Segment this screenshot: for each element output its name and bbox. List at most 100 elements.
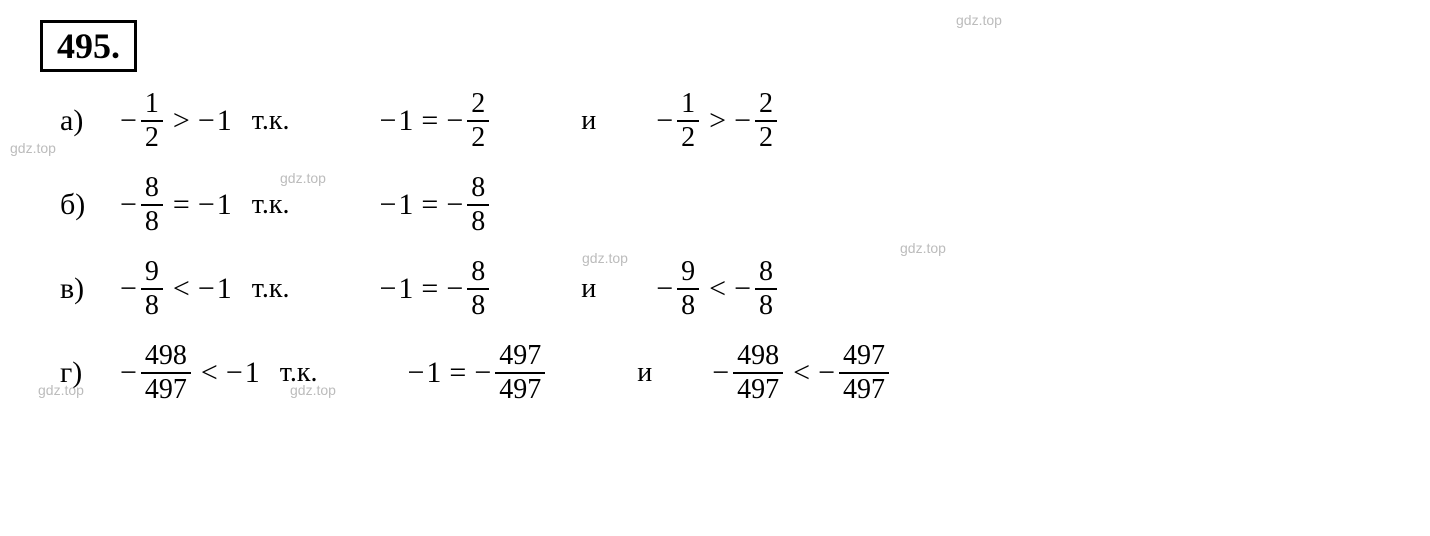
fraction: 498497 — [141, 342, 191, 404]
comparison-operator: = — [165, 188, 198, 222]
fraction-denominator: 497 — [495, 376, 545, 404]
left-expression: −98<−1 — [120, 258, 232, 320]
equals-sign: = — [413, 188, 446, 222]
minus-sign: − — [734, 104, 753, 138]
equation-row: в)−98<−1т.к.−1=−88и−98<−88 — [60, 258, 1390, 320]
fraction-numerator: 9 — [141, 258, 163, 286]
left-expression: −498497<−1 — [120, 342, 260, 404]
minus-sign: − — [120, 104, 139, 138]
fraction-denominator: 8 — [141, 208, 163, 236]
row-label: в) — [60, 272, 120, 306]
mid-expression: −1=−22 — [380, 90, 492, 152]
fraction-denominator: 2 — [755, 124, 777, 152]
minus-sign: − — [198, 188, 217, 222]
equals-sign: = — [413, 272, 446, 306]
fraction-numerator: 8 — [755, 258, 777, 286]
integer: 1 — [398, 272, 413, 306]
since-label: т.к. — [252, 105, 290, 137]
fraction-numerator: 8 — [467, 174, 489, 202]
fraction-denominator: 2 — [141, 124, 163, 152]
fraction: 498497 — [733, 342, 783, 404]
minus-sign: − — [120, 356, 139, 390]
fraction-numerator: 2 — [755, 90, 777, 118]
fraction: 497497 — [495, 342, 545, 404]
row-label: б) — [60, 188, 120, 222]
right-expression: −12>−22 — [656, 90, 779, 152]
fraction-numerator: 1 — [677, 90, 699, 118]
comparison-operator: > — [165, 104, 198, 138]
fraction-denominator: 497 — [733, 376, 783, 404]
and-label: и — [637, 357, 652, 389]
row-label: г) — [60, 356, 120, 390]
minus-sign: − — [120, 272, 139, 306]
fraction-numerator: 8 — [141, 174, 163, 202]
right-expression: −498497<−497497 — [712, 342, 891, 404]
minus-sign: − — [656, 272, 675, 306]
minus-sign: − — [226, 356, 245, 390]
right-expression: −98<−88 — [656, 258, 779, 320]
comparison-operator: < — [701, 272, 734, 306]
fraction: 497497 — [839, 342, 889, 404]
fraction-denominator: 8 — [141, 292, 163, 320]
fraction-numerator: 498 — [733, 342, 783, 370]
left-expression: −88=−1 — [120, 174, 232, 236]
and-label: и — [581, 273, 596, 305]
fraction: 12 — [141, 90, 163, 152]
fraction-numerator: 1 — [141, 90, 163, 118]
equals-sign: = — [441, 356, 474, 390]
minus-sign: − — [198, 272, 217, 306]
equals-sign: = — [413, 104, 446, 138]
fraction: 22 — [755, 90, 777, 152]
mid-expression: −1=−88 — [380, 258, 492, 320]
fraction: 88 — [755, 258, 777, 320]
fraction-denominator: 497 — [141, 376, 191, 404]
left-expression: −12>−1 — [120, 90, 232, 152]
comparison-operator: > — [701, 104, 734, 138]
fraction: 88 — [467, 174, 489, 236]
minus-sign: − — [198, 104, 217, 138]
minus-sign: − — [474, 356, 493, 390]
fraction-numerator: 8 — [467, 258, 489, 286]
since-label: т.к. — [280, 357, 318, 389]
fraction-denominator: 8 — [467, 292, 489, 320]
minus-sign: − — [446, 188, 465, 222]
comparison-operator: < — [165, 272, 198, 306]
integer: 1 — [426, 356, 441, 390]
fraction: 12 — [677, 90, 699, 152]
integer: 1 — [217, 272, 232, 306]
fraction-numerator: 497 — [839, 342, 889, 370]
since-label: т.к. — [252, 273, 290, 305]
fraction-denominator: 8 — [677, 292, 699, 320]
fraction-numerator: 2 — [467, 90, 489, 118]
equation-row: а)−12>−1т.к.−1=−22и−12>−22 — [60, 90, 1390, 152]
fraction-denominator: 497 — [839, 376, 889, 404]
integer: 1 — [217, 104, 232, 138]
mid-expression: −1=−88 — [380, 174, 492, 236]
equation-row: г)−498497<−1т.к.−1=−497497и−498497<−4974… — [60, 342, 1390, 404]
fraction: 98 — [677, 258, 699, 320]
watermark: gdz.top — [956, 12, 1002, 28]
integer: 1 — [217, 188, 232, 222]
minus-sign: − — [446, 104, 465, 138]
problem-rows: а)−12>−1т.к.−1=−22и−12>−22б)−88=−1т.к.−1… — [60, 90, 1390, 404]
integer: 1 — [398, 188, 413, 222]
fraction-denominator: 2 — [467, 124, 489, 152]
fraction-denominator: 8 — [755, 292, 777, 320]
watermark: gdz.top — [10, 140, 56, 156]
equation-row: б)−88=−1т.к.−1=−88 — [60, 174, 1390, 236]
integer: 1 — [398, 104, 413, 138]
comparison-operator: < — [785, 356, 818, 390]
and-label: и — [581, 105, 596, 137]
minus-sign: − — [818, 356, 837, 390]
minus-sign: − — [408, 356, 427, 390]
since-label: т.к. — [252, 189, 290, 221]
fraction-numerator: 9 — [677, 258, 699, 286]
minus-sign: − — [734, 272, 753, 306]
minus-sign: − — [380, 272, 399, 306]
integer: 1 — [245, 356, 260, 390]
minus-sign: − — [712, 356, 731, 390]
minus-sign: − — [120, 188, 139, 222]
fraction: 22 — [467, 90, 489, 152]
minus-sign: − — [380, 188, 399, 222]
fraction: 88 — [141, 174, 163, 236]
